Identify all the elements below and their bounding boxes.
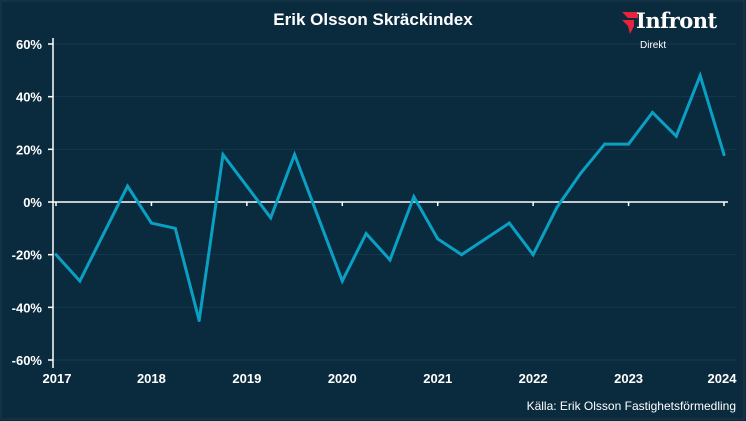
- data-point: [221, 153, 225, 157]
- x-tick-label: 2022: [519, 371, 548, 386]
- x-tick-label: 2020: [328, 371, 357, 386]
- y-tick-label: 40%: [16, 90, 42, 105]
- data-point: [293, 153, 297, 157]
- data-point: [555, 205, 559, 209]
- y-tick-label: 60%: [16, 37, 42, 52]
- data-point: [579, 171, 583, 175]
- data-point: [126, 184, 130, 188]
- data-point: [460, 253, 464, 257]
- x-tick-label: 2018: [137, 371, 166, 386]
- logo-subtitle: Direkt: [640, 40, 667, 51]
- data-point: [78, 279, 82, 283]
- source-note: Källa: Erik Olsson Fastighetsförmedling: [527, 399, 736, 413]
- y-tick-label: 20%: [16, 142, 42, 157]
- data-point: [722, 153, 726, 157]
- series-line: [54, 71, 726, 321]
- data-point: [412, 195, 416, 199]
- x-tick-label: 2021: [423, 371, 452, 386]
- data-point: [650, 110, 654, 114]
- data-point: [627, 142, 631, 146]
- data-point: [698, 74, 702, 78]
- data-point: [54, 253, 58, 257]
- data-point: [507, 221, 511, 225]
- data-point: [316, 216, 320, 220]
- data-point: [603, 142, 607, 146]
- data-point: [149, 221, 153, 225]
- x-tick-label: 2019: [232, 371, 261, 386]
- infront-logo-icon: [622, 12, 638, 34]
- data-point: [436, 237, 440, 241]
- x-tick-label: 2023: [614, 371, 643, 386]
- data-point: [102, 232, 106, 236]
- data-point: [388, 258, 392, 262]
- data-point: [483, 237, 487, 241]
- logo-wordmark: Infront: [636, 8, 717, 33]
- data-point: [531, 253, 535, 257]
- data-point: [340, 279, 344, 283]
- y-tick-label: -20%: [12, 248, 43, 263]
- y-tick-label: -40%: [12, 300, 43, 315]
- data-point: [269, 216, 273, 220]
- x-tick-label: 2017: [43, 371, 72, 386]
- data-point: [674, 134, 678, 138]
- y-tick-label: 0%: [23, 195, 42, 210]
- y-tick-label: -60%: [12, 353, 43, 368]
- x-tick-label: 2024: [708, 371, 738, 386]
- chart-title: Erik Olsson Skräckindex: [273, 10, 473, 29]
- data-point: [173, 226, 177, 230]
- data-point: [245, 184, 249, 188]
- data-point: [197, 319, 201, 322]
- data-point: [364, 232, 368, 236]
